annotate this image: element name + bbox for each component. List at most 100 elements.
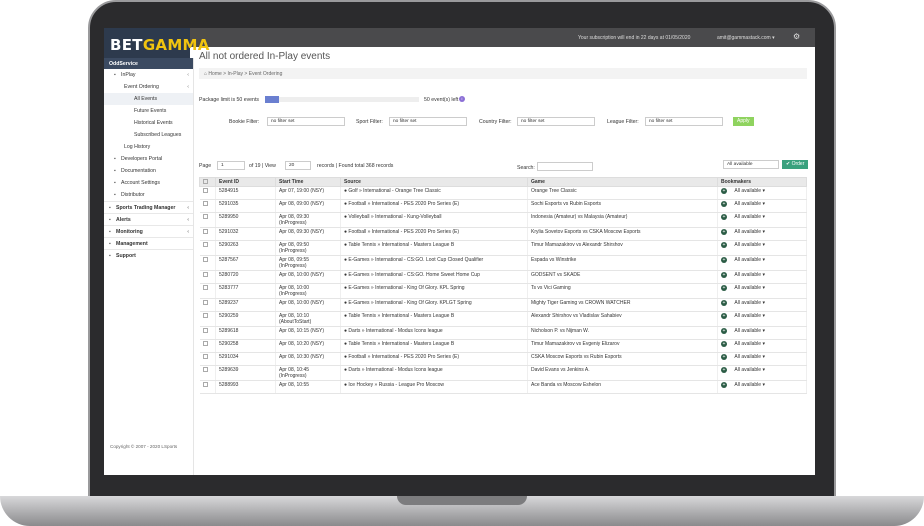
add-icon[interactable]: + bbox=[721, 201, 727, 207]
add-icon[interactable]: + bbox=[721, 285, 727, 291]
view-select[interactable]: 20 bbox=[285, 161, 311, 170]
order-button[interactable]: ✔ Order bbox=[782, 160, 809, 169]
table-row[interactable]: 5290263 Apr 08, 09:50 (InProgress) ● Table … bbox=[199, 240, 807, 256]
checkbox[interactable] bbox=[202, 229, 208, 234]
add-icon[interactable]: + bbox=[721, 341, 727, 347]
row-checkbox-cell[interactable] bbox=[199, 298, 216, 312]
table-row[interactable]: 5284915 Apr 07, 19:00 (NSY) ● Golf » Inter… bbox=[199, 186, 807, 200]
table-row[interactable]: 5289237 Apr 08, 10:00 (NSY) ● E-Games » In… bbox=[199, 298, 807, 312]
checkbox[interactable] bbox=[202, 367, 208, 372]
table-row[interactable]: 5289639 Apr 08, 10:45 (InProgress) ● Darts … bbox=[199, 365, 807, 381]
row-checkbox-cell[interactable] bbox=[199, 270, 216, 284]
gear-icon[interactable]: ⚙ bbox=[793, 32, 801, 41]
checkbox[interactable] bbox=[202, 242, 208, 247]
add-icon[interactable]: + bbox=[721, 242, 727, 248]
user-menu[interactable]: amit@gammastack.com ▾ bbox=[717, 35, 775, 41]
add-icon[interactable]: + bbox=[721, 229, 727, 235]
col-game[interactable]: Game bbox=[527, 177, 718, 187]
table-row[interactable]: 5289618 Apr 08, 10:15 (NSY) ● Darts » Inte… bbox=[199, 326, 807, 340]
available-select[interactable]: All available bbox=[723, 160, 779, 169]
table-row[interactable]: 5291035 Apr 08, 09:00 (NSY) ● Football » I… bbox=[199, 199, 807, 213]
brand-logo[interactable]: BETGAMMA bbox=[104, 28, 209, 58]
table-row[interactable]: 5287567 Apr 08, 09:55 (InProgress) ● E-Game… bbox=[199, 255, 807, 271]
checkbox[interactable] bbox=[202, 313, 208, 318]
bookmaker-select[interactable]: All available ▾ bbox=[734, 367, 765, 373]
sidebar-item-historical-events[interactable]: Historical Events bbox=[104, 117, 193, 129]
table-row[interactable]: 5288993 Apr 08, 10:55 ● Ice Hockey » Russi… bbox=[199, 380, 807, 394]
search-input[interactable] bbox=[537, 162, 593, 171]
bookmaker-select[interactable]: All available ▾ bbox=[734, 382, 765, 388]
checkbox[interactable] bbox=[202, 257, 208, 262]
checkbox[interactable] bbox=[202, 285, 208, 290]
table-row[interactable]: 5290258 Apr 08, 10:20 (NSY) ● Table Tennis… bbox=[199, 339, 807, 353]
add-icon[interactable]: + bbox=[721, 188, 727, 194]
table-row[interactable]: 5290259 Apr 08, 10:10 (AboutToStart) ● Tabl… bbox=[199, 311, 807, 327]
row-checkbox-cell[interactable] bbox=[199, 352, 216, 366]
table-row[interactable]: 5291032 Apr 08, 09:30 (NSY) ● Football » I… bbox=[199, 227, 807, 241]
sidebar-item-developers-portal[interactable]: ▪ Developers Portal bbox=[104, 153, 193, 165]
checkbox[interactable] bbox=[202, 201, 208, 206]
checkbox[interactable] bbox=[202, 300, 208, 305]
apply-button[interactable]: Apply bbox=[733, 117, 754, 126]
bookmaker-select[interactable]: All available ▾ bbox=[734, 242, 765, 248]
bookmaker-select[interactable]: All available ▾ bbox=[734, 313, 765, 319]
table-row[interactable]: 5280720 Apr 08, 10:00 (NSY) ● E-Games » In… bbox=[199, 270, 807, 284]
table-row[interactable]: 5289950 Apr 08, 09:30 (InProgress) ● Volley… bbox=[199, 212, 807, 228]
add-icon[interactable]: + bbox=[721, 382, 727, 388]
select-all-header[interactable] bbox=[199, 177, 216, 187]
sport-filter-select[interactable]: no filter set bbox=[389, 117, 467, 126]
bookmaker-select[interactable]: All available ▾ bbox=[734, 341, 765, 347]
row-checkbox-cell[interactable] bbox=[199, 283, 216, 299]
add-icon[interactable]: + bbox=[721, 354, 727, 360]
row-checkbox-cell[interactable] bbox=[199, 365, 216, 381]
table-row[interactable]: 5291034 Apr 08, 10:30 (NSY) ● Football » I… bbox=[199, 352, 807, 366]
checkbox[interactable] bbox=[202, 214, 208, 219]
row-checkbox-cell[interactable] bbox=[199, 212, 216, 228]
sidebar-item-distributor[interactable]: ▪ Distributor bbox=[104, 189, 193, 201]
bookmaker-select[interactable]: All available ▾ bbox=[734, 201, 765, 207]
sidebar-item-account-settings[interactable]: ▪ Account Settings bbox=[104, 177, 193, 189]
sidebar-item-inplay[interactable]: ▪ InPlay ‹ bbox=[104, 69, 193, 81]
row-checkbox-cell[interactable] bbox=[199, 186, 216, 200]
row-checkbox-cell[interactable] bbox=[199, 339, 216, 353]
bookmaker-select[interactable]: All available ▾ bbox=[734, 328, 765, 334]
table-row[interactable]: 5283777 Apr 08, 10:00 (InProgress) ● E-Game… bbox=[199, 283, 807, 299]
sidebar-section-support[interactable]: ▪ Support bbox=[104, 249, 193, 261]
sidebar-item-subscribed-leagues[interactable]: Subscribed Leagues bbox=[104, 129, 193, 141]
bookmaker-select[interactable]: All available ▾ bbox=[734, 300, 765, 306]
info-icon[interactable]: i bbox=[459, 96, 465, 102]
checkbox[interactable] bbox=[202, 328, 208, 333]
league-filter-select[interactable]: no filter set bbox=[645, 117, 723, 126]
row-checkbox-cell[interactable] bbox=[199, 326, 216, 340]
country-filter-select[interactable]: no filter set bbox=[517, 117, 595, 126]
sidebar-item-documentation[interactable]: ▪ Documentation bbox=[104, 165, 193, 177]
col-source[interactable]: Source bbox=[340, 177, 528, 187]
row-checkbox-cell[interactable] bbox=[199, 311, 216, 327]
sidebar-section-alerts[interactable]: ▪ Alerts ‹ bbox=[104, 213, 193, 225]
sidebar-section-management[interactable]: ▪ Management bbox=[104, 237, 193, 249]
sidebar-item-event-ordering[interactable]: Event Ordering ‹ bbox=[104, 81, 193, 93]
row-checkbox-cell[interactable] bbox=[199, 240, 216, 256]
col-event-id[interactable]: Event ID bbox=[215, 177, 276, 187]
add-icon[interactable]: + bbox=[721, 214, 727, 220]
checkbox[interactable] bbox=[202, 341, 208, 346]
add-icon[interactable]: + bbox=[721, 257, 727, 263]
bookie-filter-select[interactable]: no filter set bbox=[267, 117, 345, 126]
sidebar-item-all-events[interactable]: All Events bbox=[104, 93, 193, 105]
checkbox[interactable] bbox=[203, 178, 208, 184]
row-checkbox-cell[interactable] bbox=[199, 255, 216, 271]
row-checkbox-cell[interactable] bbox=[199, 227, 216, 241]
sidebar-item-future-events[interactable]: Future Events bbox=[104, 105, 193, 117]
bookmaker-select[interactable]: All available ▾ bbox=[734, 214, 765, 220]
page-input[interactable]: 1 bbox=[217, 161, 245, 170]
checkbox[interactable] bbox=[202, 188, 208, 193]
sidebar-header-oddservice[interactable]: OddService bbox=[104, 58, 193, 69]
breadcrumb-inplay[interactable]: In-Play bbox=[227, 71, 244, 77]
row-checkbox-cell[interactable] bbox=[199, 380, 216, 394]
breadcrumb-home[interactable]: Home bbox=[208, 71, 222, 77]
bookmaker-select[interactable]: All available ▾ bbox=[734, 257, 765, 263]
add-icon[interactable]: + bbox=[721, 367, 727, 373]
sidebar-item-log-history[interactable]: Log History bbox=[104, 141, 193, 153]
checkbox[interactable] bbox=[202, 382, 208, 387]
add-icon[interactable]: + bbox=[721, 272, 727, 278]
